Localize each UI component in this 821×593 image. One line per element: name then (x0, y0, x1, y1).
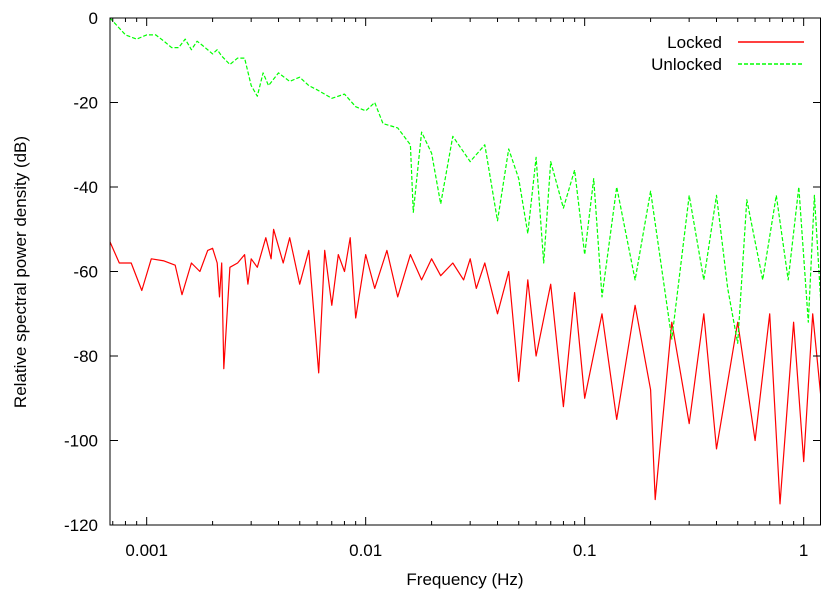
y-tick-label: -80 (73, 347, 98, 366)
series-line-unlocked (109, 17, 821, 344)
x-tick-label: 0.1 (573, 541, 597, 560)
series-layer (109, 17, 821, 505)
y-tick-label: 0 (89, 9, 98, 28)
y-tick-label: -20 (73, 94, 98, 113)
legend-label-locked: Locked (667, 33, 722, 52)
legend-label-unlocked: Unlocked (651, 55, 722, 74)
legend: Locked Unlocked (651, 33, 804, 74)
series-line-locked (109, 228, 821, 505)
y-tick-label: -40 (73, 178, 98, 197)
x-tick-label: 0.001 (125, 541, 168, 560)
x-tick-label: 1 (799, 541, 808, 560)
y-tick-label: -120 (64, 516, 98, 535)
y-tick-label: -60 (73, 263, 98, 282)
y-axis-title: Relative spectral power density (dB) (11, 136, 30, 408)
x-tick-label: 0.01 (349, 541, 382, 560)
y-tick-label: -100 (64, 432, 98, 451)
x-axis-title: Frequency (Hz) (406, 570, 523, 589)
